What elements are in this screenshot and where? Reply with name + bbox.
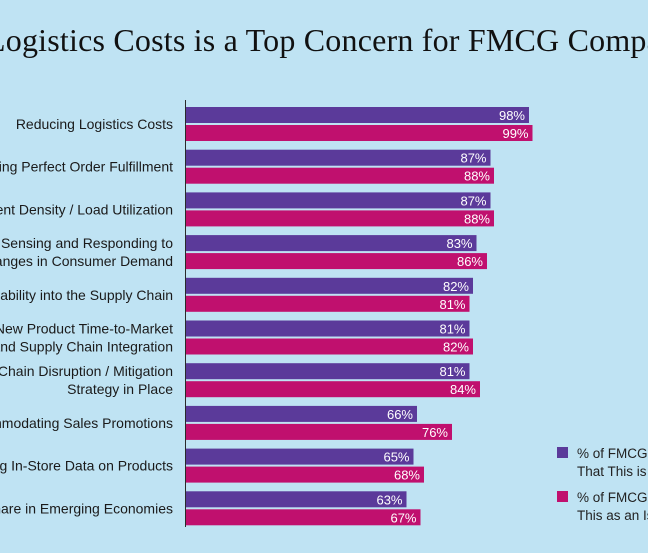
data-label-series-1: 66% xyxy=(387,407,413,422)
data-label-series-2: 99% xyxy=(502,126,528,141)
bar-series-1 xyxy=(186,107,529,123)
data-label-series-2: 76% xyxy=(422,425,448,440)
bar-series-2 xyxy=(186,295,470,312)
bar-series-1 xyxy=(186,235,477,252)
data-label-series-1: 83% xyxy=(446,236,472,251)
bar-series-2 xyxy=(186,423,452,440)
bar-series-2 xyxy=(186,125,533,141)
legend-item-series-1: % of FMCG That This is xyxy=(557,445,648,481)
bar-series-2 xyxy=(186,338,473,355)
bar-series-1 xyxy=(186,363,470,380)
data-label-series-2: 81% xyxy=(439,297,465,312)
legend-swatch-series-1 xyxy=(557,447,568,458)
bar-series-1 xyxy=(186,320,470,337)
data-label-series-1: 98% xyxy=(499,108,525,123)
data-label-series-1: 87% xyxy=(460,193,486,208)
bar-series-1 xyxy=(186,491,407,508)
category-label: Chain Disruption / Mitigation Strategy in… xyxy=(0,363,173,397)
bar-series-1 xyxy=(186,448,414,465)
data-label-series-2: 68% xyxy=(394,468,420,483)
legend-swatch-series-2 xyxy=(557,491,568,502)
data-label-series-1: 65% xyxy=(383,450,409,465)
data-label-series-2: 86% xyxy=(457,254,483,269)
bar-series-1 xyxy=(186,149,491,166)
data-label-series-1: 82% xyxy=(443,279,469,294)
data-label-series-2: 82% xyxy=(443,340,469,355)
category-label: g In-Store Data on Products xyxy=(0,458,173,474)
data-label-series-2: 84% xyxy=(450,382,476,397)
bar-series-2 xyxy=(186,210,494,227)
category-label: mmodating Sales Promotions xyxy=(0,415,173,431)
category-label: nability into the Supply Chain xyxy=(0,287,173,303)
data-label-series-1: 63% xyxy=(376,492,402,507)
bar-series-2 xyxy=(186,381,480,398)
bar-series-1 xyxy=(186,192,491,209)
legend-label-series-2: % of FMCG This as an Is xyxy=(577,490,648,523)
legend-item-series-2: % of FMCG This as an Is xyxy=(557,489,648,525)
category-label: y Sensing and Responding to hanges in Con… xyxy=(0,235,173,269)
data-label-series-2: 67% xyxy=(390,510,416,525)
bars-group: Reducing Logistics Costs 98% 99% ring Perfe… xyxy=(0,107,533,526)
bar-series-1 xyxy=(186,277,473,294)
data-label-series-1: 81% xyxy=(439,364,465,379)
data-label-series-1: 81% xyxy=(439,322,465,337)
category-label: ent Density / Load Utilization xyxy=(0,201,173,217)
legend-label-series-1: % of FMCG That This is xyxy=(577,446,648,479)
category-label: New Product Time-to-Market and Supply Cha… xyxy=(0,321,173,355)
category-label: hare in Emerging Economies xyxy=(0,500,173,516)
bar-series-2 xyxy=(186,466,424,483)
data-label-series-1: 87% xyxy=(460,151,486,166)
data-label-series-2: 88% xyxy=(464,169,490,184)
data-label-series-2: 88% xyxy=(464,211,490,226)
category-label: Reducing Logistics Costs xyxy=(16,116,173,132)
bar-series-1 xyxy=(186,405,417,422)
bar-series-2 xyxy=(186,167,494,184)
category-label: ring Perfect Order Fulfillment xyxy=(0,159,173,175)
bar-series-2 xyxy=(186,253,487,270)
chart-title: Logistics Costs is a Top Concern for FMC… xyxy=(0,22,648,58)
bar-series-2 xyxy=(186,509,421,526)
